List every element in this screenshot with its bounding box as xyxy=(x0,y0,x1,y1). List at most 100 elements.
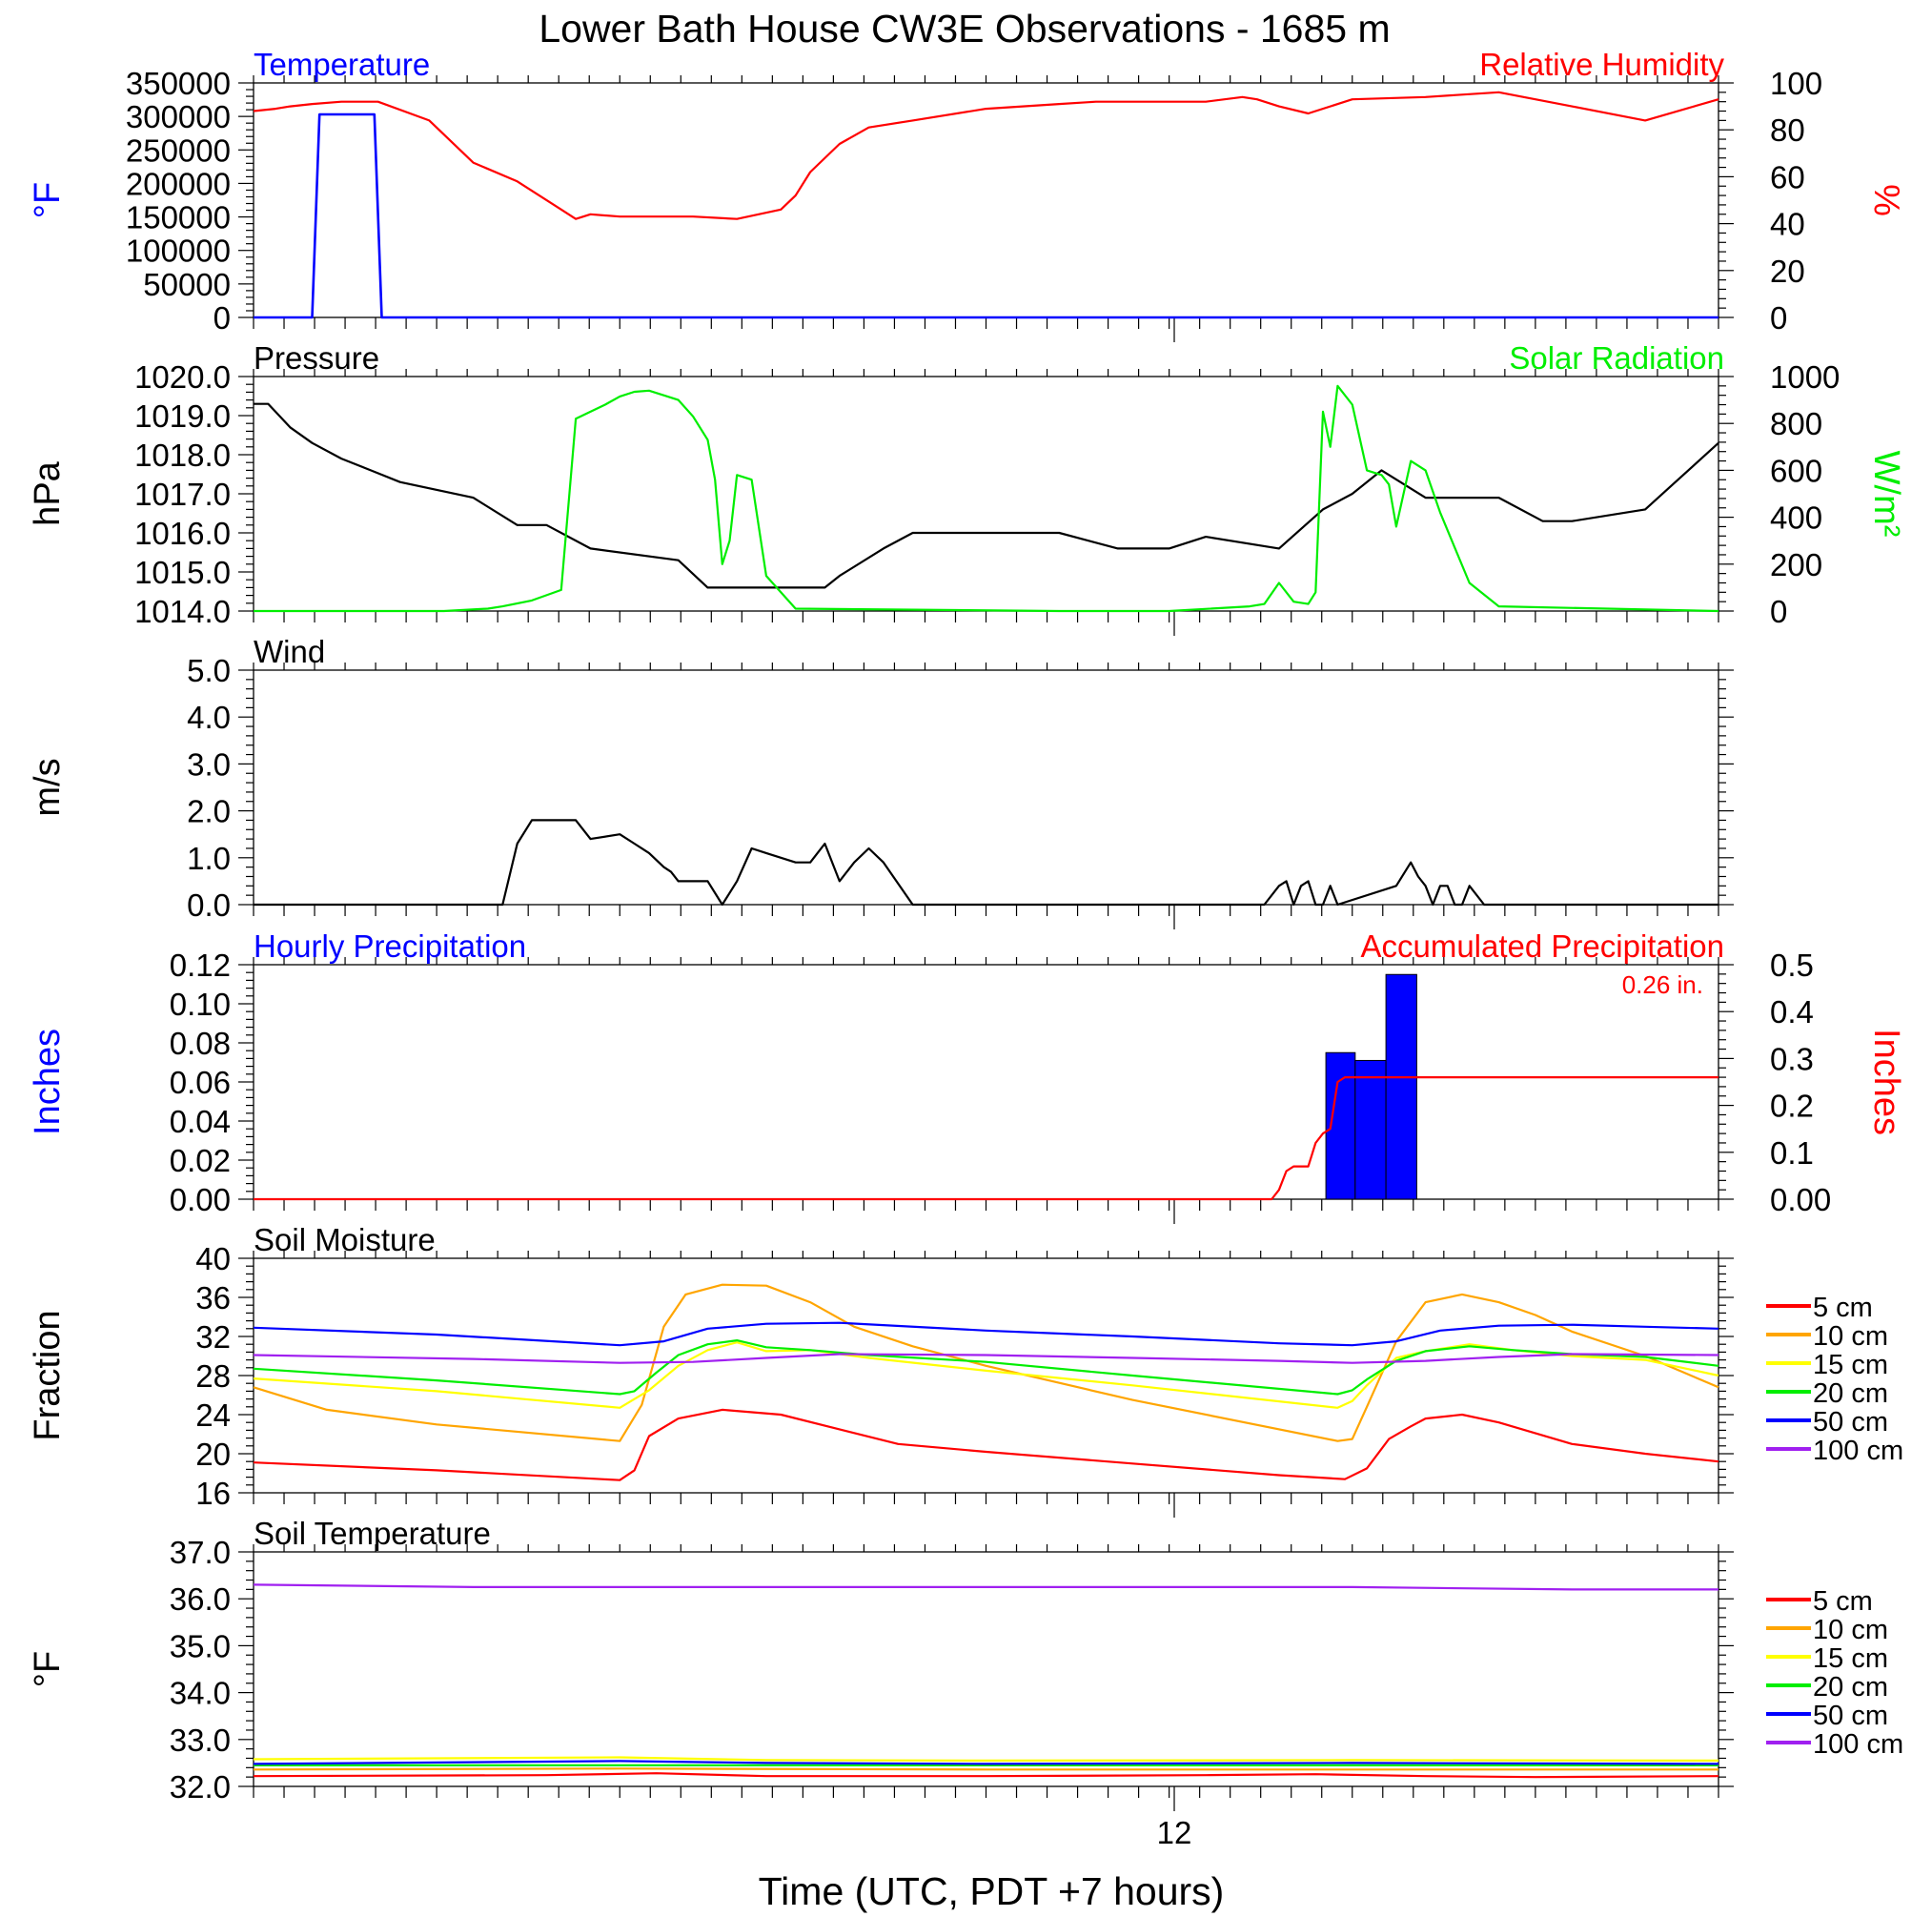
y-tick-label: 300000 xyxy=(126,99,231,134)
legend-label: 5 cm xyxy=(1813,1293,1873,1323)
series-line-solar-radiation xyxy=(254,384,1719,613)
series-line-accumulated-precipitation xyxy=(254,1075,1718,1201)
series-line-5-cm xyxy=(253,1408,1719,1481)
y-tick-label: 100000 xyxy=(126,234,231,269)
panel-right-title: Relative Humidity xyxy=(1479,47,1724,82)
y-right-tick-label: 40 xyxy=(1770,207,1805,242)
y-tick-label: 1020.0 xyxy=(134,359,231,395)
y-right-tick-label: 0.5 xyxy=(1770,948,1814,983)
series-line-15-cm xyxy=(253,1756,1719,1763)
y-tick-label: 35.0 xyxy=(170,1628,231,1663)
y-tick-label: 20 xyxy=(195,1437,231,1472)
y-tick-label: 24 xyxy=(195,1397,231,1433)
y-left-unit-label: °F xyxy=(28,1651,68,1687)
y-tick-label: 50000 xyxy=(143,267,231,302)
y-tick-label: 1.0 xyxy=(187,841,231,876)
y-tick-label: 4.0 xyxy=(187,700,231,735)
plot-frame xyxy=(253,669,1719,906)
y-right-tick-label: 0.1 xyxy=(1770,1135,1814,1171)
y-left-unit-label: m/s xyxy=(28,758,68,816)
panel-wind: 0.0 1.0 2.0 3.0 4.0 5.0 Wind m/s xyxy=(28,634,1734,929)
y-left-unit-label: Inches xyxy=(28,1029,68,1135)
y-right-tick-label: 80 xyxy=(1770,112,1805,148)
y-left-unit-label: °F xyxy=(28,182,68,218)
panel-left-title: Soil Moisture xyxy=(254,1222,436,1257)
series-line-50-cm xyxy=(253,1321,1719,1347)
y-right-tick-label: 20 xyxy=(1770,254,1805,289)
legend-label: 10 cm xyxy=(1813,1321,1888,1352)
legend-label: 15 cm xyxy=(1813,1350,1888,1380)
panel-precip: 0.00 0.02 0.04 0.06 0.08 0.10 0.12 0.00 0.1 0.2 0.… xyxy=(28,928,1906,1224)
panel-soil_temp: 32.0 33.0 34.0 35.0 36.0 37.0 Soil Temperature… xyxy=(28,1516,1903,1811)
legend-label: 100 cm xyxy=(1813,1729,1903,1760)
y-right-tick-label: 400 xyxy=(1770,500,1822,536)
legend-label: 100 cm xyxy=(1813,1436,1903,1466)
y-tick-label: 2.0 xyxy=(187,794,231,829)
y-tick-label: 1014.0 xyxy=(134,594,231,629)
legend-label: 50 cm xyxy=(1813,1407,1888,1438)
y-right-tick-label: 0.2 xyxy=(1770,1089,1814,1124)
y-right-tick-label: 0.4 xyxy=(1770,994,1814,1030)
y-tick-label: 5.0 xyxy=(187,653,231,688)
y-tick-label: 37.0 xyxy=(170,1535,231,1570)
series-line-10-cm xyxy=(253,1767,1718,1771)
precip-bar xyxy=(1385,973,1417,1200)
y-tick-label: 0.02 xyxy=(170,1143,231,1178)
y-tick-label: 250000 xyxy=(126,133,231,168)
y-right-unit-label: Inches xyxy=(1866,1029,1906,1135)
total-precip-label: 0.26 in. xyxy=(1622,970,1703,999)
series-line-wind xyxy=(254,819,1718,907)
panel-right-title: Accumulated Precipitation xyxy=(1360,928,1724,964)
y-right-tick-label: 0.3 xyxy=(1770,1041,1814,1076)
plot-frame xyxy=(253,964,1719,1200)
plot-frame xyxy=(253,1257,1719,1494)
y-tick-label: 36 xyxy=(195,1280,231,1315)
series-line-100-cm xyxy=(253,1353,1719,1364)
panel-temp_rh: 0500001000001500002000002500003000003500… xyxy=(28,47,1906,342)
y-tick-label: 0.10 xyxy=(170,987,231,1022)
legend-label: 20 cm xyxy=(1813,1672,1888,1703)
panel-left-title: Wind xyxy=(254,634,325,669)
y-tick-label: 1016.0 xyxy=(134,516,231,551)
chart-title: Lower Bath House CW3E Observations - 168… xyxy=(539,7,1390,51)
legend-label: 5 cm xyxy=(1813,1586,1873,1617)
y-tick-label: 0 xyxy=(214,300,231,336)
series-line-temperature xyxy=(254,112,1718,319)
panel-left-title: Pressure xyxy=(254,340,379,376)
panel-press_solar: 1014.0 1015.0 1016.0 1017.0 1018.0 1019.01020… xyxy=(28,340,1906,636)
panel-right-title: Solar Radiation xyxy=(1509,340,1724,376)
y-right-tick-label: 60 xyxy=(1770,159,1805,194)
y-left-unit-label: hPa xyxy=(28,460,68,525)
y-right-tick-label: 800 xyxy=(1770,406,1822,441)
y-right-tick-label: 0 xyxy=(1770,300,1787,336)
y-right-tick-label: 600 xyxy=(1770,453,1822,488)
y-tick-label: 33.0 xyxy=(170,1723,231,1758)
panel-left-title: Soil Temperature xyxy=(254,1516,491,1551)
legend-label: 15 cm xyxy=(1813,1643,1888,1674)
y-right-tick-label: 100 xyxy=(1770,66,1822,101)
panel-left-title: Temperature xyxy=(254,47,430,82)
plot-frame xyxy=(253,376,1719,612)
plot-frame xyxy=(253,82,1719,318)
series-line-10-cm xyxy=(253,1283,1719,1442)
series-line-15-cm xyxy=(253,1341,1719,1409)
y-right-unit-label: % xyxy=(1866,184,1906,216)
y-tick-label: 150000 xyxy=(126,200,231,235)
y-tick-label: 0.04 xyxy=(170,1104,231,1139)
y-tick-label: 1019.0 xyxy=(134,398,231,434)
y-tick-label: 0.0 xyxy=(187,887,231,923)
series-line-20-cm xyxy=(253,1338,1719,1396)
series-line-50-cm xyxy=(253,1760,1719,1765)
y-tick-label: 1017.0 xyxy=(134,477,231,512)
y-tick-label: 0.00 xyxy=(170,1182,231,1217)
y-tick-label: 200000 xyxy=(126,166,231,201)
y-tick-label: 3.0 xyxy=(187,746,231,782)
y-tick-label: 0.06 xyxy=(170,1065,231,1100)
y-tick-label: 1015.0 xyxy=(134,555,231,590)
y-tick-label: 40 xyxy=(195,1241,231,1276)
y-tick-label: 32.0 xyxy=(170,1769,231,1805)
y-tick-label: 34.0 xyxy=(170,1676,231,1711)
y-tick-label: 36.0 xyxy=(170,1581,231,1617)
